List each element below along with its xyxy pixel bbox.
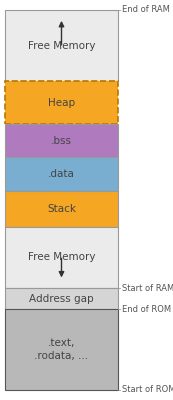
Text: Stack: Stack [47,204,76,214]
Text: .data: .data [48,169,75,179]
Text: Address gap: Address gap [29,294,94,304]
Text: End of RAM: End of RAM [122,6,170,14]
Bar [5,226,118,288]
Bar [5,288,118,309]
Bar [5,81,118,124]
Text: End of ROM: End of ROM [122,305,171,314]
Bar [5,190,118,226]
Text: Free Memory: Free Memory [28,252,95,262]
Bar [5,157,118,190]
Bar [5,124,118,157]
Text: .bss: .bss [51,136,72,146]
Text: Start of ROM: Start of ROM [122,386,173,394]
Text: Start of RAM: Start of RAM [122,284,173,293]
Bar [5,309,118,390]
Text: .text,
.rodata, ...: .text, .rodata, ... [34,338,89,361]
Bar [5,10,118,81]
Text: Heap: Heap [48,98,75,108]
Text: Free Memory: Free Memory [28,41,95,51]
